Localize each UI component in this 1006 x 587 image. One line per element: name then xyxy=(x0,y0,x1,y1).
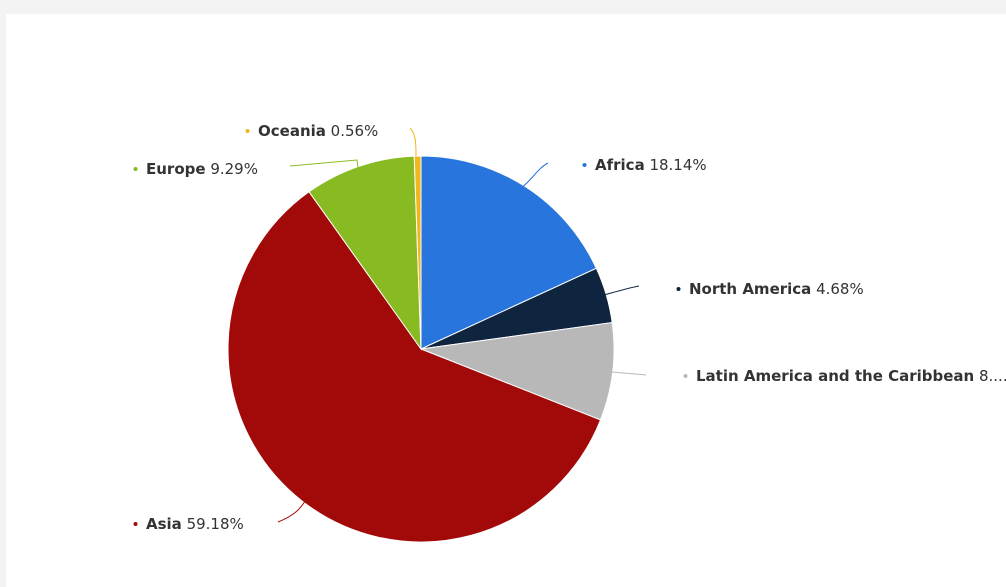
connector-europe xyxy=(289,159,359,169)
legend-bullet xyxy=(133,167,138,171)
connector-africa xyxy=(520,162,549,189)
slice-value: 4.68% xyxy=(811,280,863,298)
slice-name: Asia xyxy=(146,515,182,533)
legend-bullet xyxy=(133,522,138,526)
slice-value: 18.14% xyxy=(645,156,707,174)
slice-labels: Africa 18.14% North America 4.68% Latin Am… xyxy=(133,122,1006,533)
slice-label-europe: Europe 9.29% xyxy=(146,160,258,178)
pie-slices xyxy=(227,155,615,543)
slice-label-north-america: North America 4.68% xyxy=(689,280,864,298)
label-connectors xyxy=(277,127,647,523)
pie-slice-africa[interactable] xyxy=(420,155,597,350)
connector-oceania xyxy=(409,127,417,157)
slice-label-asia: Asia 59.18% xyxy=(146,515,244,533)
slice-name: North America xyxy=(689,280,811,298)
slice-name: Latin America and the Caribbean xyxy=(696,367,974,385)
legend-bullet xyxy=(582,163,587,167)
slice-name: Africa xyxy=(595,156,645,174)
slice-label-africa: Africa 18.14% xyxy=(595,156,707,174)
pie-slice-oceania[interactable] xyxy=(413,155,422,350)
slice-value: 0.56% xyxy=(326,122,378,140)
legend-bullet xyxy=(245,129,250,133)
legend-bullet xyxy=(676,287,681,291)
legend-bullet xyxy=(683,374,688,378)
connector-latin-america-and-the-caribbean xyxy=(611,371,647,376)
slice-name: Europe xyxy=(146,160,206,178)
slice-value: 59.18% xyxy=(182,515,244,533)
connector-asia xyxy=(277,497,308,523)
connector-north-america xyxy=(599,285,640,297)
slice-value: 9.29% xyxy=(206,160,258,178)
slice-name: Oceania xyxy=(258,122,326,140)
slice-value: 8.... xyxy=(974,367,1006,385)
pie-slice-europe[interactable] xyxy=(308,155,422,351)
pie-slice-asia[interactable] xyxy=(227,191,602,543)
slice-label-oceania: Oceania 0.56% xyxy=(258,122,378,140)
slice-label-latin-america-and-the-caribbean: Latin America and the Caribbean 8.... xyxy=(696,367,1006,385)
